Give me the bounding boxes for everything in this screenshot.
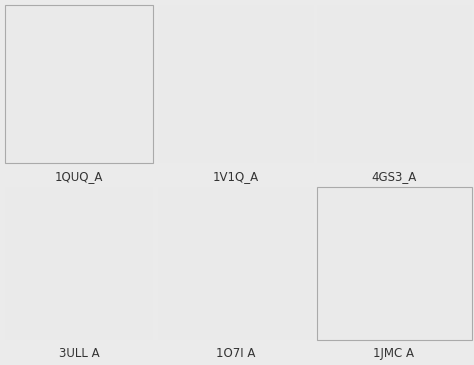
Bar: [158, 5, 314, 163]
Bar: [5, 187, 153, 340]
Bar: [317, 5, 472, 163]
Bar: [5, 5, 153, 163]
Bar: [317, 187, 472, 340]
Text: 1QUQ_A: 1QUQ_A: [55, 170, 103, 183]
Text: 1O7I A: 1O7I A: [216, 347, 255, 360]
Text: 4GS3_A: 4GS3_A: [371, 170, 417, 183]
Bar: [5, 5, 153, 163]
Text: 1V1Q_A: 1V1Q_A: [213, 170, 259, 183]
Bar: [158, 187, 314, 340]
Text: 3ULL A: 3ULL A: [59, 347, 100, 360]
Text: 1JMC A: 1JMC A: [374, 347, 414, 360]
Bar: [317, 187, 472, 340]
